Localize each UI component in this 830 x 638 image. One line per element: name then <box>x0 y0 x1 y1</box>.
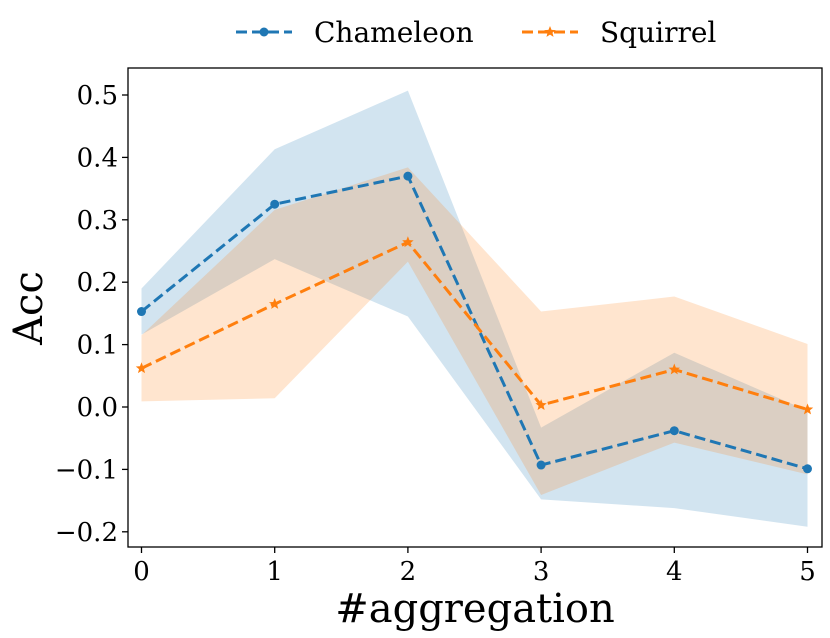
y-tick-label: 0.3 <box>77 206 118 236</box>
point-squirrel-5 <box>801 403 814 415</box>
legend-label-chameleon: Chameleon <box>314 16 474 49</box>
point-squirrel-4 <box>668 363 681 375</box>
point-chameleon-2 <box>403 171 413 181</box>
point-chameleon-3 <box>536 460 546 470</box>
x-axis-ticks: 0 1 2 3 4 5 <box>133 547 816 587</box>
confidence-bands <box>141 90 808 527</box>
x-tick-label: 3 <box>533 557 550 587</box>
point-chameleon-0 <box>137 307 146 317</box>
legend-label-squirrel: Squirrel <box>600 16 716 49</box>
legend-marker-chameleon <box>259 27 269 37</box>
x-tick-label: 5 <box>799 557 816 587</box>
point-squirrel-1 <box>268 298 281 309</box>
point-chameleon-1 <box>270 199 280 209</box>
x-tick-label: 2 <box>400 557 417 587</box>
x-tick-label: 0 <box>133 557 150 587</box>
y-tick-label: 0.1 <box>77 331 118 361</box>
point-squirrel-0 <box>135 362 148 374</box>
series-markers <box>135 171 814 474</box>
line-chameleon <box>140 174 808 471</box>
line-squirrel <box>140 240 808 411</box>
point-chameleon-4 <box>669 426 679 436</box>
x-axis-label: #aggregation <box>335 586 615 632</box>
y-axis-label: Acc <box>6 271 52 346</box>
band-squirrel <box>141 167 808 495</box>
point-chameleon-5 <box>803 464 812 474</box>
point-squirrel-2 <box>402 236 414 248</box>
point-squirrel-3 <box>535 399 547 410</box>
band-chameleon <box>141 90 808 527</box>
y-tick-label: −0.2 <box>55 518 118 548</box>
y-tick-label: 0.0 <box>77 393 118 423</box>
x-tick-label: 1 <box>266 557 283 587</box>
legend: Chameleon Squirrel <box>236 16 716 49</box>
y-tick-label: 0.2 <box>77 268 118 298</box>
legend-marker-squirrel <box>544 26 556 37</box>
series-lines <box>140 174 808 471</box>
y-axis-ticks: −0.2 −0.1 0.0 0.1 0.2 0.3 0.4 0.5 <box>55 81 128 548</box>
x-tick-label: 4 <box>666 557 683 587</box>
plot-frame <box>127 67 823 548</box>
y-tick-label: 0.4 <box>77 143 118 173</box>
y-tick-label: 0.5 <box>77 81 118 111</box>
y-tick-label: −0.1 <box>55 455 118 485</box>
